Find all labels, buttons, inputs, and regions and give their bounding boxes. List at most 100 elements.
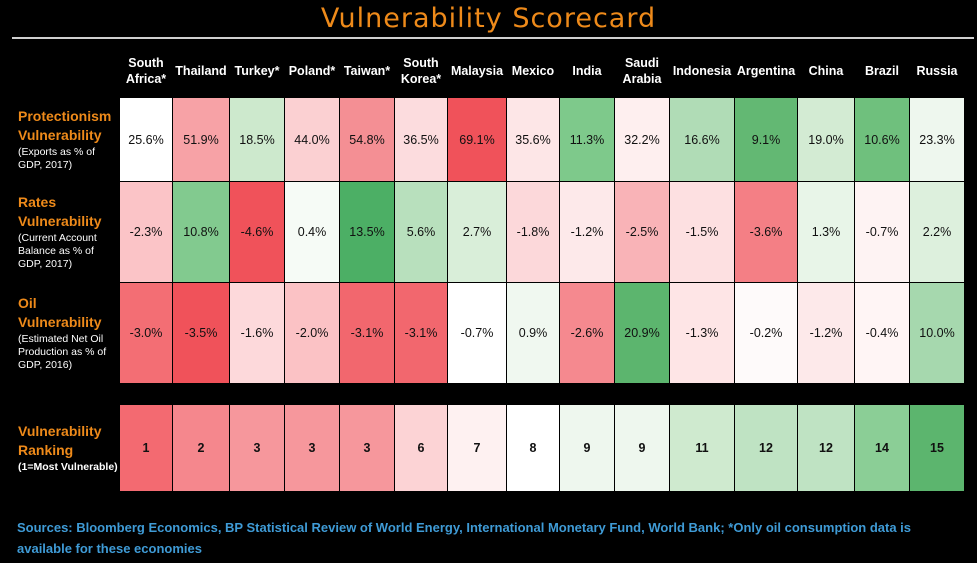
sources-note: Sources: Bloomberg Economics, BP Statist… [17,520,912,556]
heatmap-cell: -1.5% [670,182,734,282]
column-header-text: Africa* [125,72,167,86]
heatmap-cell: 54.8% [340,98,394,181]
column-header: Saudi Arabia [615,45,669,97]
column-header-text: Indonesia [672,64,732,78]
column-header-text: Poland* [288,64,336,78]
heatmap-cell: 19.0% [798,98,854,181]
row-spacer [15,384,964,404]
heatmap-cell: -2.6% [560,283,614,383]
column-header-text: Turkey* [234,64,280,78]
heatmap-cell: 13.5% [340,182,394,282]
column-header-text: India [572,64,602,78]
header-row: South Africa* Thailand Turkey* Poland* Taiwan… [15,45,964,97]
spacer-cell [735,384,797,404]
spacer-cell [285,384,339,404]
column-header: Poland* [285,45,339,97]
column-header: South Korea* [395,45,447,97]
column-header: Mexico [507,45,559,97]
column-header-text: South [128,56,164,70]
column-header: China [798,45,854,97]
ranking-cell: 3 [230,405,284,491]
spacer-cell [15,384,119,404]
heatmap-cell: -1.2% [560,182,614,282]
ranking-cell: 9 [615,405,669,491]
spacer-cell [230,384,284,404]
row-label-subtitle: (1=Most Vulnerable) [18,461,118,473]
spacer-cell [855,384,909,404]
heatmap-cell: -3.5% [173,283,229,383]
heatmap-cell: -0.4% [855,283,909,383]
column-header-text: Taiwan* [343,64,391,78]
heatmap-cell: 2.2% [910,182,964,282]
heatmap-cell: 10.6% [855,98,909,181]
heatmap-cell: 69.1% [448,98,506,181]
heatmap-cell: -3.1% [340,283,394,383]
row-label-title: Vulnerability Ranking [18,423,102,458]
heatmap-cell: -0.2% [735,283,797,383]
column-header-text: Saudi [624,56,660,70]
heatmap-cell: -1.3% [670,283,734,383]
metric-row: Protectionism Vulnerability (Exports as %… [15,98,964,181]
row-label-title: Oil Vulnerability [18,295,102,330]
row-label: Oil Vulnerability (Estimated Net Oil Prod… [15,283,119,383]
row-label-title: Protectionism Vulnerability [18,108,112,143]
heatmap-cell: 1.3% [798,182,854,282]
ranking-cell: 9 [560,405,614,491]
column-header-text: Brazil [864,64,900,78]
ranking-row: Vulnerability Ranking (1=Most Vulnerable)… [15,405,964,491]
heatmap-cell: -2.0% [285,283,339,383]
spacer-cell [798,384,854,404]
ranking-cell: 3 [285,405,339,491]
heatmap-cell: -0.7% [448,283,506,383]
ranking-cell: 11 [670,405,734,491]
header-corner [15,45,119,97]
heatmap-cell: -3.0% [120,283,172,383]
ranking-cell: 12 [735,405,797,491]
column-header: Taiwan* [340,45,394,97]
ranking-cell: 2 [173,405,229,491]
ranking-cell: 15 [910,405,964,491]
heatmap-cell: -1.2% [798,283,854,383]
spacer-cell [910,384,964,404]
heatmap-cell: 35.6% [507,98,559,181]
spacer-cell [173,384,229,404]
heatmap-cell: 10.8% [173,182,229,282]
heatmap-cell: 20.9% [615,283,669,383]
heatmap-cell: 10.0% [910,283,964,383]
column-header-text: Mexico [511,64,555,78]
heatmap-cell: 25.6% [120,98,172,181]
scorecard-table: South Africa* Thailand Turkey* Poland* Taiwan… [14,44,965,492]
ranking-cell: 1 [120,405,172,491]
spacer-cell [395,384,447,404]
column-header: Indonesia [670,45,734,97]
row-label-subtitle: (Exports as % of GDP, 2017) [18,146,96,171]
spacer-cell [448,384,506,404]
heatmap-cell: -0.7% [855,182,909,282]
spacer-cell [670,384,734,404]
spacer-cell [340,384,394,404]
heatmap-cell: -1.8% [507,182,559,282]
column-header-text: China [808,64,844,78]
heatmap-cell: -3.6% [735,182,797,282]
heatmap-cell: 36.5% [395,98,447,181]
column-header: India [560,45,614,97]
spacer-cell [615,384,669,404]
ranking-cell: 7 [448,405,506,491]
column-header: Turkey* [230,45,284,97]
heatmap-cell: 16.6% [670,98,734,181]
ranking-cell: 12 [798,405,854,491]
column-header-text: Thailand [175,64,227,78]
row-label: Rates Vulnerability (Current Account Bala… [15,182,119,282]
column-header-text: Korea* [400,72,442,86]
column-header-text: Russia [916,64,958,78]
heatmap-cell: 9.1% [735,98,797,181]
heatmap-cell: 23.3% [910,98,964,181]
heatmap-cell: -1.6% [230,283,284,383]
heatmap-cell: 11.3% [560,98,614,181]
row-label-title: Rates Vulnerability [18,194,102,229]
heatmap-cell: 0.4% [285,182,339,282]
column-header: Argentina [735,45,797,97]
row-label-subtitle: (Current Account Balance as % of GDP, 20… [18,232,97,270]
heatmap-cell: 0.9% [507,283,559,383]
chart-title: Vulnerability Scorecard [320,3,657,34]
